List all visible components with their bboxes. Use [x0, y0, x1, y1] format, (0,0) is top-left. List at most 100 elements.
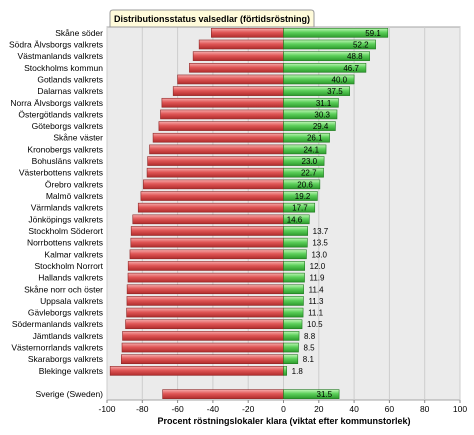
category-label: Stockholm Norrort — [35, 261, 104, 271]
value-label: 8.1 — [303, 355, 315, 364]
category-label: Örebro valkrets — [45, 179, 103, 189]
x-axis-ticks: -100 -80 -60 -40 -20 0 20 40 60 80 100 — [98, 400, 467, 414]
x-tick-label: -20 — [242, 404, 255, 414]
value-label: 14.6 — [287, 215, 303, 224]
remaining-bar — [109, 366, 284, 376]
remaining-bar — [152, 132, 284, 143]
completed-bar — [283, 74, 355, 85]
completed-bar — [283, 97, 339, 108]
x-tick-label: 80 — [420, 404, 430, 414]
remaining-bar — [140, 191, 284, 201]
value-label: 29.4 — [313, 122, 329, 131]
category-label: Skåne norr och öster — [24, 284, 103, 294]
remaining-bar — [146, 167, 284, 178]
value-label: 52.2 — [353, 40, 369, 49]
value-labels: 59.1 52.2 48.8 46.7 40.0 37.5 31.1 30.3 29.4 26.1… — [287, 29, 382, 399]
completed-bar — [283, 389, 340, 399]
value-label: 11.3 — [308, 297, 324, 306]
x-tick-label: 40 — [349, 404, 359, 414]
completed-bar — [283, 62, 367, 73]
completed-bar — [283, 39, 376, 50]
remaining-bar — [129, 249, 284, 260]
completed-bar — [283, 179, 321, 190]
remaining-bar — [172, 86, 284, 96]
remaining-bar — [161, 97, 284, 108]
category-label: Södermanlands valkrets — [12, 319, 103, 329]
category-label: Stockholms kommun — [24, 63, 103, 73]
category-label: Dalarnas valkrets — [37, 86, 103, 96]
completed-bar — [283, 272, 305, 283]
remaining-bar — [127, 272, 284, 283]
category-label: Göteborgs valkrets — [32, 121, 103, 131]
x-axis-title: Procent röstningslokaler klara (viktat e… — [157, 416, 410, 426]
completed-bar — [283, 109, 338, 120]
remaining-bar — [126, 296, 284, 306]
completed-bar — [283, 249, 307, 260]
value-label: 13.5 — [312, 239, 328, 248]
remaining-bar — [162, 389, 284, 399]
remaining-bar — [198, 39, 284, 50]
x-tick-label: -60 — [171, 404, 184, 414]
remaining-bar — [137, 202, 284, 213]
category-label: Malmö valkrets — [46, 191, 103, 201]
category-label: Värmlands valkrets — [31, 203, 103, 213]
x-tick-label: -100 — [98, 404, 115, 414]
value-label: 26.1 — [307, 134, 323, 143]
category-label: Kalmar valkrets — [44, 249, 103, 259]
value-label: 23.0 — [302, 157, 318, 166]
value-label: 1.8 — [292, 367, 304, 376]
remaining-bar — [121, 342, 284, 353]
remaining-bar — [127, 261, 284, 271]
bars — [109, 28, 389, 399]
category-label: Skåne söder — [55, 28, 103, 38]
completed-bar — [283, 202, 316, 213]
category-label: Västmanlands valkrets — [17, 51, 103, 61]
completed-bar — [283, 366, 287, 376]
value-label: 24.1 — [303, 145, 319, 154]
remaining-bar — [130, 237, 284, 248]
category-label: Skåne väster — [53, 133, 103, 143]
remaining-bar — [189, 62, 284, 73]
completed-bar — [283, 86, 350, 96]
category-label: Kronobergs valkrets — [27, 144, 103, 154]
value-label: 59.1 — [365, 29, 381, 38]
category-label: Stockholm Söderort — [28, 226, 103, 236]
completed-bar — [283, 214, 310, 225]
category-label: Uppsala valkrets — [40, 296, 103, 306]
remaining-bar — [192, 51, 284, 61]
completed-bar — [283, 331, 300, 341]
category-label: Västerbottens valkrets — [19, 168, 103, 178]
completed-bar — [283, 191, 318, 201]
completed-bar — [283, 284, 304, 295]
remaining-bar — [130, 226, 284, 236]
remaining-bar — [143, 179, 284, 190]
category-label: Jönköpings valkrets — [28, 214, 103, 224]
value-label: 22.7 — [301, 169, 317, 178]
remaining-bar — [158, 121, 284, 131]
value-label: 8.8 — [304, 332, 316, 341]
remaining-bar — [147, 156, 284, 166]
value-label: 31.5 — [317, 390, 333, 399]
category-label: Blekinge valkrets — [39, 366, 103, 376]
completed-bar — [283, 342, 299, 353]
completed-bar — [283, 144, 327, 155]
value-label: 19.2 — [295, 192, 311, 201]
category-label: Jämtlands valkrets — [33, 331, 103, 341]
value-label: 13.0 — [311, 250, 327, 259]
value-label: 11.1 — [308, 309, 324, 318]
value-label: 37.5 — [327, 87, 343, 96]
remaining-bar — [122, 331, 284, 341]
category-label: Norra Älvsborgs valkrets — [10, 98, 103, 108]
x-tick-label: -40 — [207, 404, 220, 414]
category-label: Skaraborgs valkrets — [28, 354, 103, 364]
x-tick-label: 20 — [314, 404, 324, 414]
value-label: 20.6 — [297, 180, 313, 189]
value-label: 11.4 — [309, 285, 325, 294]
x-tick-label: 60 — [385, 404, 395, 414]
x-tick-label: 100 — [453, 404, 467, 414]
chart-title-tab: Distributionsstatus valsedlar (förtidsrö… — [109, 9, 315, 28]
completed-bar — [283, 167, 324, 178]
remaining-bar — [125, 319, 284, 330]
chart-title: Distributionsstatus valsedlar (förtidsrö… — [114, 14, 310, 24]
